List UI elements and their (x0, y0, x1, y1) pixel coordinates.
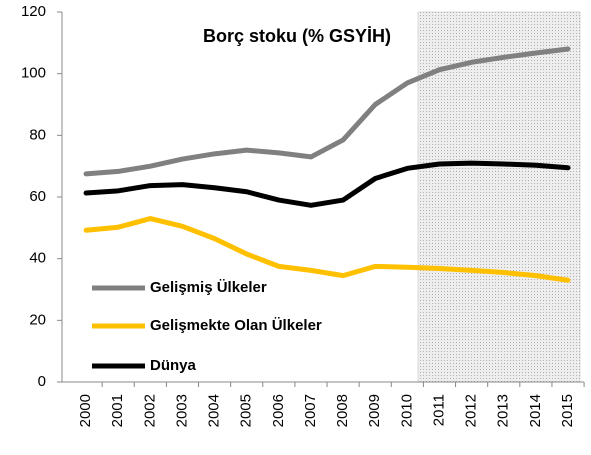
x-tick-label: 2013 (495, 394, 512, 427)
legend-label: Gelişmekte Olan Ülkeler (150, 317, 322, 334)
y-tick-label: 60 (29, 188, 46, 205)
x-tick-label: 2002 (141, 394, 158, 427)
legend-label: Dünya (150, 357, 197, 374)
series-line (83, 216, 571, 283)
x-tick-label: 2012 (463, 394, 480, 427)
x-tick-label: 2003 (173, 394, 190, 427)
legend-label: Gelişmiş Ülkeler (150, 279, 267, 296)
y-tick-label: 20 (29, 311, 46, 328)
x-tick-label: 2006 (270, 394, 287, 427)
y-tick-label: 100 (21, 65, 46, 82)
y-tick-label: 40 (29, 250, 46, 267)
x-tick-label: 2014 (527, 394, 544, 427)
x-tick-label: 2010 (398, 394, 415, 427)
x-tick-label: 2009 (366, 394, 383, 427)
x-tick-label: 2005 (238, 394, 255, 427)
x-tick-label: 2015 (559, 394, 576, 427)
y-tick-label: 0 (38, 373, 46, 390)
x-tick-label: 2004 (206, 394, 223, 427)
x-tick-label: 2001 (109, 394, 126, 427)
x-tick-label: 2000 (77, 394, 94, 427)
series-line (83, 160, 571, 208)
y-tick-label: 80 (29, 126, 46, 143)
chart-title: Borç stoku (% GSYİH) (203, 26, 391, 46)
x-tick-label: 2008 (334, 394, 351, 427)
x-tick-label: 2007 (302, 394, 319, 427)
forecast-shade (417, 11, 581, 383)
series-line (83, 46, 571, 177)
y-tick-label: 120 (21, 3, 46, 20)
x-tick-label: 2011 (430, 394, 447, 426)
